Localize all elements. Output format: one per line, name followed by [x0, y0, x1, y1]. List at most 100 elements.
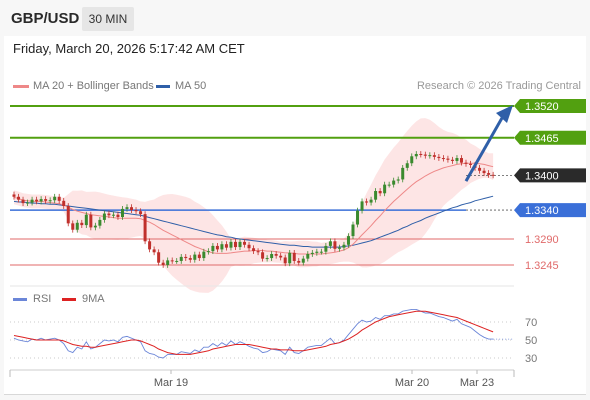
candle-body-68	[319, 251, 323, 253]
credit-text: Research © 2026 Trading Central	[416, 80, 581, 92]
candle-body-6	[39, 199, 43, 202]
candle-body-19	[98, 219, 102, 226]
candle-body-24	[120, 208, 124, 218]
candle-body-86	[401, 167, 405, 180]
rsi-line	[13, 308, 494, 359]
candle-body-106	[491, 174, 495, 176]
candle-body-37	[179, 256, 183, 261]
candle-body-47	[224, 244, 228, 248]
candle-body-45	[215, 245, 219, 250]
candle-body-31	[152, 249, 156, 253]
candle-body-40	[193, 254, 197, 260]
level-label-resistance-0: 1.3520	[525, 101, 559, 113]
candle-body-82	[383, 184, 387, 194]
candle-body-26	[130, 207, 134, 211]
candle-body-90	[419, 153, 423, 155]
time-tick-label-2: Mar 23	[460, 377, 494, 389]
candle-body-49	[233, 241, 237, 248]
candle-body-53	[252, 248, 256, 252]
candle-body-61	[288, 252, 292, 264]
candle-body-100	[464, 162, 468, 164]
candle-body-54	[256, 251, 260, 253]
candle-body-36	[175, 260, 179, 262]
projection-arrow-head	[496, 105, 513, 123]
candle-body-7	[44, 199, 48, 201]
candle-body-35	[170, 260, 174, 262]
candle-body-55	[261, 252, 265, 259]
level-tag-last-2	[514, 168, 586, 183]
candle-body-16	[84, 214, 88, 226]
candle-body-5	[35, 199, 39, 202]
candle-body-81	[378, 190, 382, 194]
candle-body-63	[297, 260, 301, 263]
candle-body-94	[437, 156, 441, 159]
candle-body-78	[365, 201, 369, 203]
candle-body-28	[139, 211, 143, 215]
candle-body-29	[143, 214, 147, 242]
candle-body-14	[75, 222, 79, 230]
candle-body-34	[166, 260, 170, 265]
candle-body-80	[374, 190, 378, 200]
legend-rsi-label: RSI	[33, 293, 52, 305]
ma50-line	[13, 195, 494, 248]
candle-body-22	[111, 214, 115, 216]
candle-body-23	[116, 214, 120, 218]
candle-body-42	[202, 251, 206, 259]
projection-arrow-shaft	[464, 117, 504, 182]
osc-tick-label-2: 30	[525, 353, 537, 365]
candle-body-101	[469, 163, 473, 165]
candle-body-99	[459, 158, 463, 163]
candle-body-33	[161, 262, 165, 265]
candle-body-56	[265, 258, 269, 260]
symbol-title: GBP/USD	[11, 10, 80, 27]
candle-body-46	[220, 244, 224, 250]
candle-body-74	[346, 236, 350, 245]
candle-body-44	[211, 245, 215, 252]
candle-body-4	[30, 199, 34, 203]
candle-body-84	[392, 180, 396, 185]
candle-body-89	[414, 153, 418, 157]
candle-body-83	[387, 184, 391, 186]
candle-body-2	[21, 199, 25, 204]
candle-body-98	[455, 158, 459, 161]
candle-body-77	[360, 201, 364, 211]
candle-body-18	[93, 225, 97, 228]
candle-body-11	[62, 200, 66, 207]
candle-body-32	[157, 252, 161, 263]
legend-ma50-swatch	[156, 85, 170, 88]
candle-body-76	[356, 210, 360, 225]
bollinger-band	[14, 118, 494, 293]
candle-body-64	[301, 258, 305, 263]
level-label-resistance-1: 1.3465	[525, 133, 559, 145]
legend-rsi-swatch	[13, 298, 27, 301]
level-tag-pivot-3	[514, 203, 586, 218]
rsi-ma-line	[13, 310, 494, 355]
legend-9ma-label: 9MA	[82, 293, 105, 305]
candle-body-60	[283, 257, 287, 264]
candle-body-10	[57, 196, 61, 201]
candle-body-72	[337, 247, 341, 249]
candle-body-85	[396, 179, 400, 181]
candle-body-52	[247, 244, 251, 249]
candle-body-17	[89, 214, 93, 228]
candle-body-25	[125, 207, 129, 209]
candle-body-9	[53, 196, 57, 201]
candle-body-97	[450, 159, 454, 161]
legend-ma50-label: MA 50	[175, 80, 207, 92]
candle-body-1	[17, 196, 21, 200]
candle-body-79	[369, 199, 373, 203]
candle-body-15	[80, 222, 84, 226]
legend-ma20-swatch	[13, 85, 29, 88]
candle-body-38	[184, 256, 188, 259]
candle-body-39	[188, 258, 192, 260]
candle-body-65	[306, 254, 310, 259]
candle-body-71	[333, 241, 337, 249]
candle-body-13	[71, 223, 75, 230]
candle-body-27	[134, 210, 138, 212]
timeframe-button[interactable]: 30 MIN	[82, 7, 134, 31]
osc-tick-label-1: 50	[525, 335, 537, 347]
candle-body-43	[206, 251, 210, 253]
candle-body-20	[102, 213, 106, 220]
candle-body-87	[405, 163, 409, 168]
